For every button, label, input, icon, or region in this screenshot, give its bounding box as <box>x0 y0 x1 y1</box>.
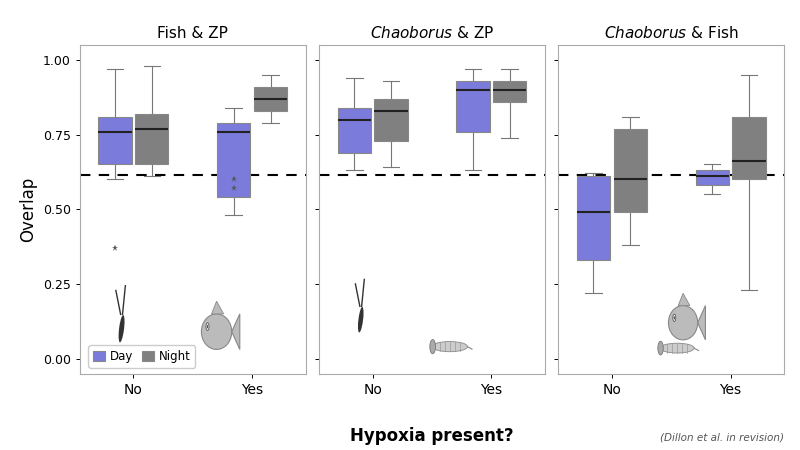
Circle shape <box>206 325 208 328</box>
Title: $\mathit{Chaoborus}$ & ZP: $\mathit{Chaoborus}$ & ZP <box>370 25 494 41</box>
Bar <box>732 117 766 180</box>
Bar <box>577 176 610 260</box>
Polygon shape <box>678 293 690 306</box>
Polygon shape <box>698 306 706 340</box>
Ellipse shape <box>432 342 467 352</box>
Ellipse shape <box>202 314 232 350</box>
Bar <box>374 99 408 140</box>
Polygon shape <box>211 301 224 314</box>
Y-axis label: Overlap: Overlap <box>19 176 38 242</box>
Circle shape <box>206 323 209 330</box>
Bar <box>695 171 729 185</box>
Title: Fish & ZP: Fish & ZP <box>158 26 228 41</box>
Ellipse shape <box>118 315 125 342</box>
Circle shape <box>658 341 663 355</box>
Ellipse shape <box>660 343 694 353</box>
Bar <box>493 81 526 102</box>
Bar <box>254 87 287 111</box>
Text: (Dillon et al. in revision): (Dillon et al. in revision) <box>660 433 784 443</box>
Bar <box>217 123 250 197</box>
Bar <box>98 117 132 164</box>
Ellipse shape <box>669 306 698 340</box>
Circle shape <box>430 339 435 354</box>
Bar <box>135 114 169 164</box>
Bar <box>614 129 647 212</box>
Text: Hypoxia present?: Hypoxia present? <box>350 427 514 445</box>
Title: $\mathit{Chaoborus}$ & Fish: $\mathit{Chaoborus}$ & Fish <box>604 25 738 41</box>
Bar <box>338 108 371 153</box>
Bar <box>456 81 490 131</box>
Circle shape <box>673 314 676 321</box>
Legend: Day, Night: Day, Night <box>88 345 195 368</box>
Circle shape <box>674 316 675 320</box>
Polygon shape <box>232 314 240 350</box>
Ellipse shape <box>358 307 363 333</box>
